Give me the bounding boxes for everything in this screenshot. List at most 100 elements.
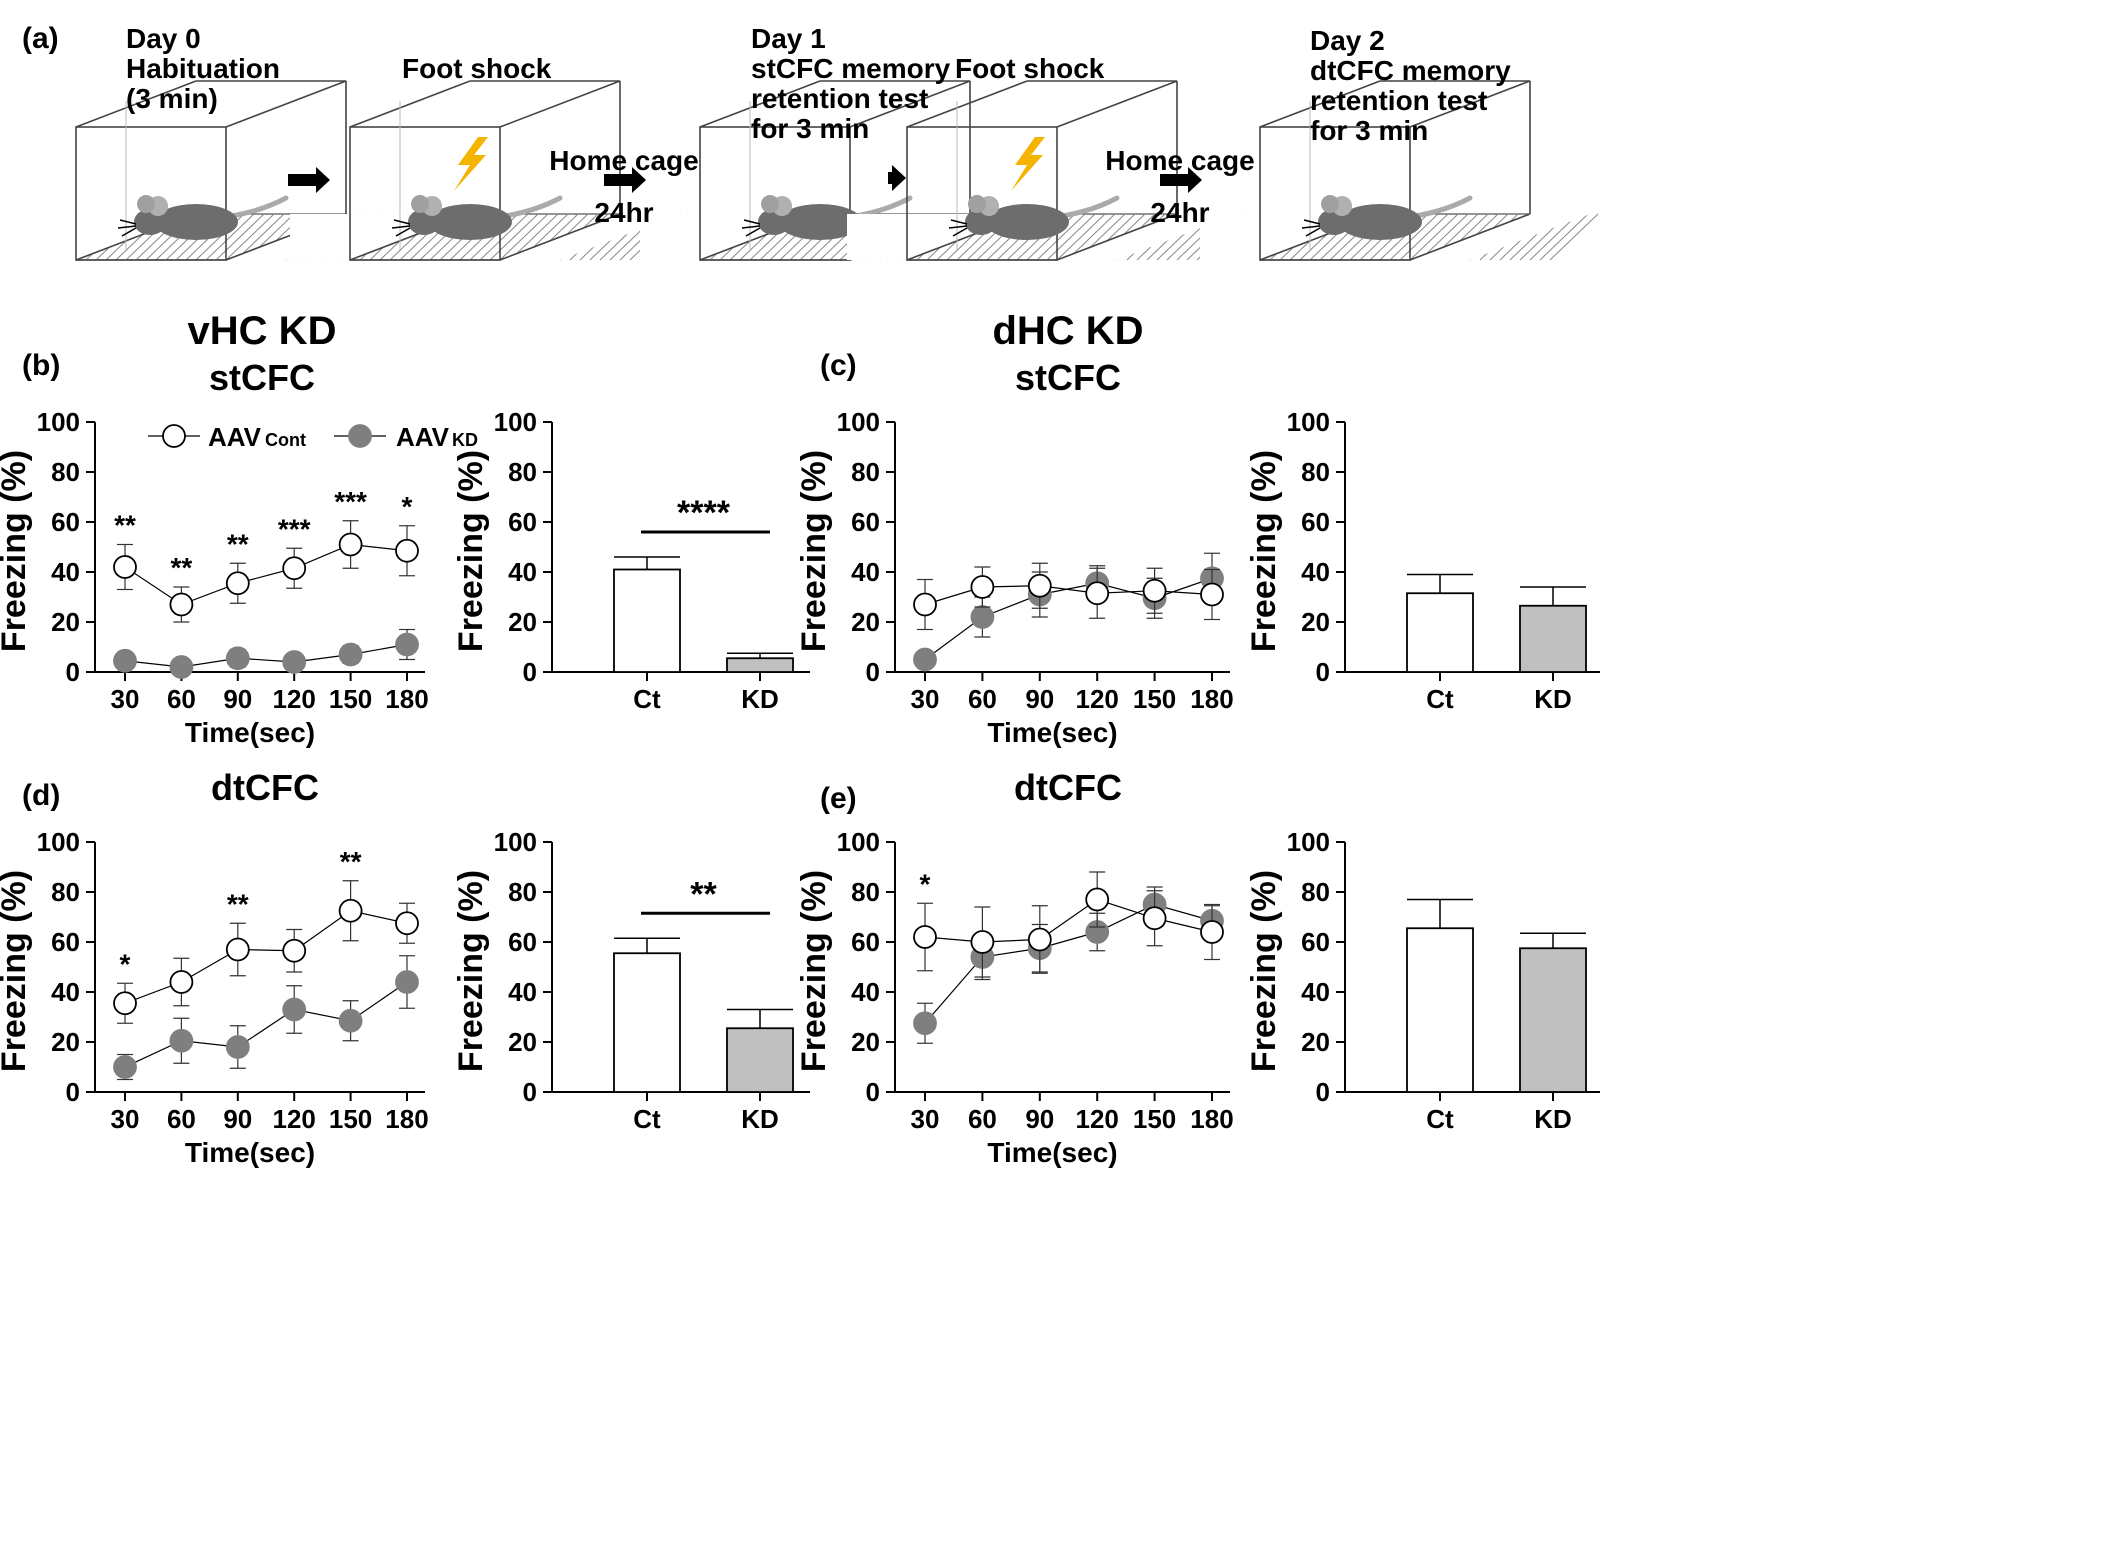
y-tick-label: 80 (851, 877, 880, 907)
data-point (282, 650, 307, 674)
data-point (1085, 581, 1110, 606)
y-tick-label: 100 (494, 827, 537, 857)
significance-label: * (402, 491, 413, 522)
mouse-body (778, 204, 862, 240)
y-tick-label: 40 (51, 557, 80, 587)
arrow-icon (888, 165, 906, 191)
titles: vHC KD dHC KD (b) stCFC (c) stCFC (d) dtCFC (e) d… (22, 309, 1144, 815)
step-label: Foot shock (955, 53, 1105, 84)
x-tick-label: 30 (911, 1104, 940, 1134)
data-point (225, 646, 250, 671)
data-point (338, 642, 363, 667)
series-line (124, 981, 408, 1068)
series-aav-kd (113, 955, 419, 1081)
legend-label-cont: AAV (208, 422, 262, 452)
data-point (395, 538, 419, 563)
step-label: Habituation (126, 53, 280, 84)
y-tick-label: 80 (508, 877, 537, 907)
significance-label: *** (334, 486, 367, 517)
series-line (124, 910, 408, 1004)
x-axis-title: Time(sec) (987, 717, 1117, 748)
y-tick-label: 100 (837, 407, 880, 437)
mouse-whiskers (117, 219, 137, 237)
y-tick-label: 80 (1301, 877, 1330, 907)
section-title-dhc: dHC KD (992, 309, 1143, 353)
data-point (1142, 906, 1167, 931)
significance-label: ** (227, 888, 249, 919)
arrow-icon (604, 167, 646, 193)
y-tick-label: 60 (508, 507, 537, 537)
box-edges (349, 80, 621, 261)
x-tick-label: 60 (968, 684, 997, 714)
panel-title: dtCFC (211, 767, 319, 808)
data-point (395, 970, 419, 994)
y-axis-title: Freezing (%) (1245, 870, 1283, 1072)
panel-title: dtCFC (1014, 767, 1122, 808)
mouse-ear (761, 195, 779, 213)
mouse-body (154, 204, 238, 240)
y-tick-label: 100 (1287, 407, 1330, 437)
data-point (282, 556, 307, 581)
y-tick-label: 0 (523, 1077, 537, 1107)
significance-label: *** (278, 513, 311, 544)
mouse-icon (1301, 195, 1473, 240)
legend-sub-kd: KD (452, 430, 478, 450)
y-tick-label: 20 (851, 607, 880, 637)
data-point (169, 1028, 194, 1053)
mouse-ear (137, 195, 155, 213)
transition-label: Home cage (549, 145, 698, 176)
mouse-icon (117, 195, 289, 240)
step-label: Day 1 (751, 23, 826, 54)
y-tick-label: 0 (66, 657, 80, 687)
y-tick-label: 100 (37, 407, 80, 437)
box-edges (906, 80, 1178, 261)
data-point (282, 938, 307, 963)
y-tick-label: 40 (1301, 557, 1330, 587)
y-tick-label: 60 (51, 927, 80, 957)
x-tick-label: KD (1534, 1104, 1572, 1134)
mouse-ear (968, 195, 986, 213)
y-tick-label: 40 (51, 977, 80, 1007)
y-tick-label: 60 (508, 927, 537, 957)
x-tick-label: 150 (1133, 1104, 1176, 1134)
data-point (282, 997, 307, 1022)
mouse-whiskers (1301, 219, 1321, 237)
y-axis-title: Freezing (%) (795, 450, 833, 652)
bar-kd (1519, 947, 1587, 1093)
data-point (395, 632, 419, 657)
y-tick-label: 40 (851, 977, 880, 1007)
data-point (970, 930, 995, 954)
y-tick-label: 80 (508, 457, 537, 487)
significance-label: **** (677, 494, 731, 532)
step-label: for 3 min (751, 113, 869, 144)
x-tick-label: KD (1534, 684, 1572, 714)
data-point (338, 898, 363, 923)
y-axis-title: Freezing (%) (0, 870, 33, 1072)
mouse-body (428, 204, 512, 240)
y-tick-label: 60 (1301, 507, 1330, 537)
significance-label: * (920, 868, 931, 899)
y-tick-label: 100 (37, 827, 80, 857)
data-point (169, 655, 194, 679)
x-tick-label: 180 (385, 1104, 428, 1134)
mouse-whiskers (948, 219, 968, 237)
significance-label: ** (114, 510, 136, 541)
bar-kd (1519, 604, 1587, 673)
y-tick-label: 100 (837, 827, 880, 857)
x-tick-label: 120 (273, 684, 316, 714)
data-point (225, 1035, 250, 1059)
data-point (1200, 582, 1224, 607)
x-tick-label: 60 (167, 684, 196, 714)
panel-label: (e) (820, 782, 857, 815)
legend-marker-cont (162, 424, 186, 448)
y-tick-label: 60 (1301, 927, 1330, 957)
mouse-ear (411, 195, 429, 213)
y-tick-label: 20 (1301, 1027, 1330, 1057)
data-point (970, 605, 995, 629)
x-tick-label: 150 (1133, 684, 1176, 714)
y-axis-title: Freezing (%) (452, 450, 490, 652)
legend-sub-cont: Cont (265, 430, 306, 450)
